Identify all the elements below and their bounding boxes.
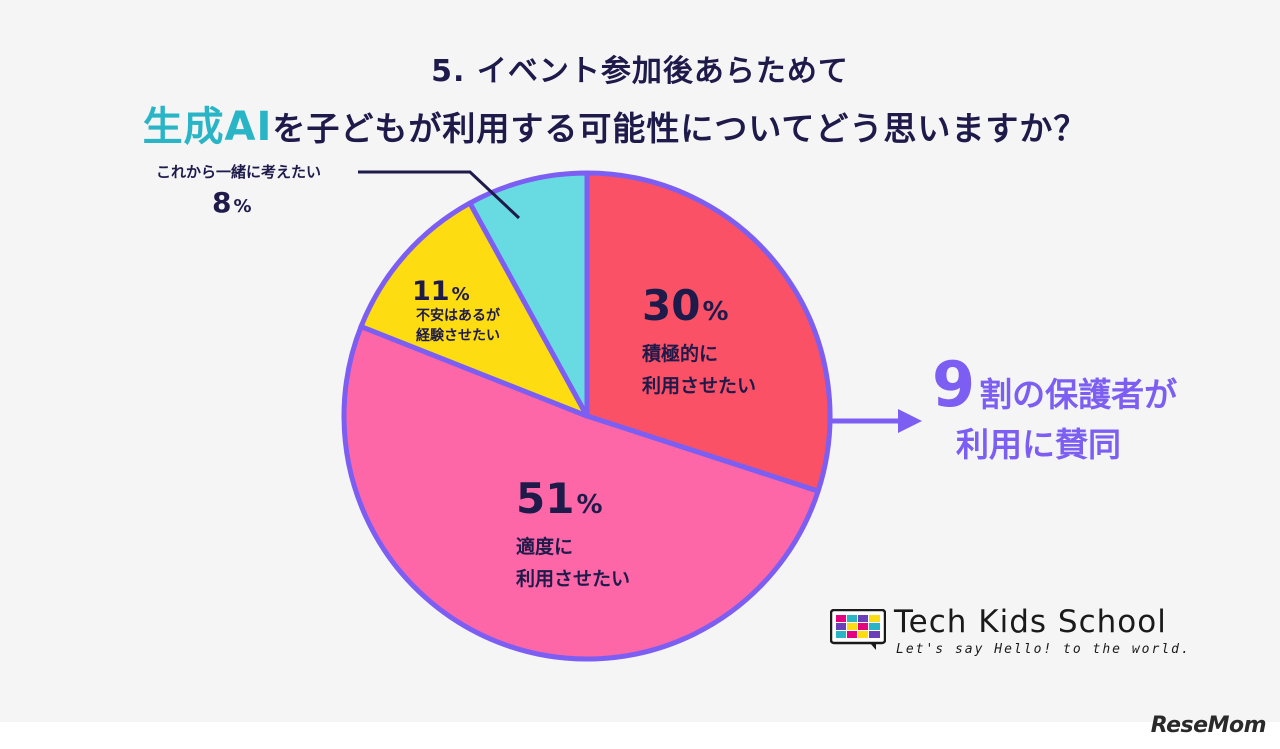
label-11-label-1: 不安はあるが xyxy=(416,307,501,324)
label-30-label-1: 積極的に xyxy=(642,342,718,365)
label-51-label-1: 適度に xyxy=(516,535,573,558)
logo-name: Tech Kids School xyxy=(894,604,1167,640)
slice-think-together xyxy=(467,170,590,419)
callout-line1: 9 割の保護者が xyxy=(932,348,1177,421)
label-51-label-2: 利用させたい xyxy=(516,568,630,590)
logo-mark-icon xyxy=(830,609,886,650)
slice-actively xyxy=(584,170,833,494)
label-8-value: 8% xyxy=(212,186,252,219)
slice-anxious xyxy=(358,200,590,419)
chart-title-line1: 5. イベント参加後あらためて xyxy=(431,54,849,89)
tech-kids-school-logo: Tech Kids School Let's say Hello! to the… xyxy=(830,604,1210,658)
resemom-watermark: ReseMom xyxy=(1150,713,1267,738)
bottom-bar xyxy=(0,722,1280,749)
slice-moderately xyxy=(341,324,821,662)
label-8: これから一緒に考えたい 8% xyxy=(156,163,321,219)
callout-line2: 利用に賛同 xyxy=(956,425,1121,464)
logo-tagline: Let's say Hello! to the world. xyxy=(896,642,1191,657)
chart-title-line2: 生成AIを子どもが利用する可能性についてどう思いますか？ xyxy=(0,94,1230,152)
label-8-label-1: これから一緒に考えたい xyxy=(156,163,321,181)
title-rest: を子どもが利用する可能性についてどう思いますか？ xyxy=(272,109,1088,148)
label-30-label-2: 利用させたい xyxy=(642,375,756,397)
label-8-leader-line xyxy=(358,170,521,220)
title-highlight: 生成AI xyxy=(142,104,273,150)
label-11-label-2: 経験させたい xyxy=(416,327,500,344)
callout-arrow xyxy=(832,409,922,433)
